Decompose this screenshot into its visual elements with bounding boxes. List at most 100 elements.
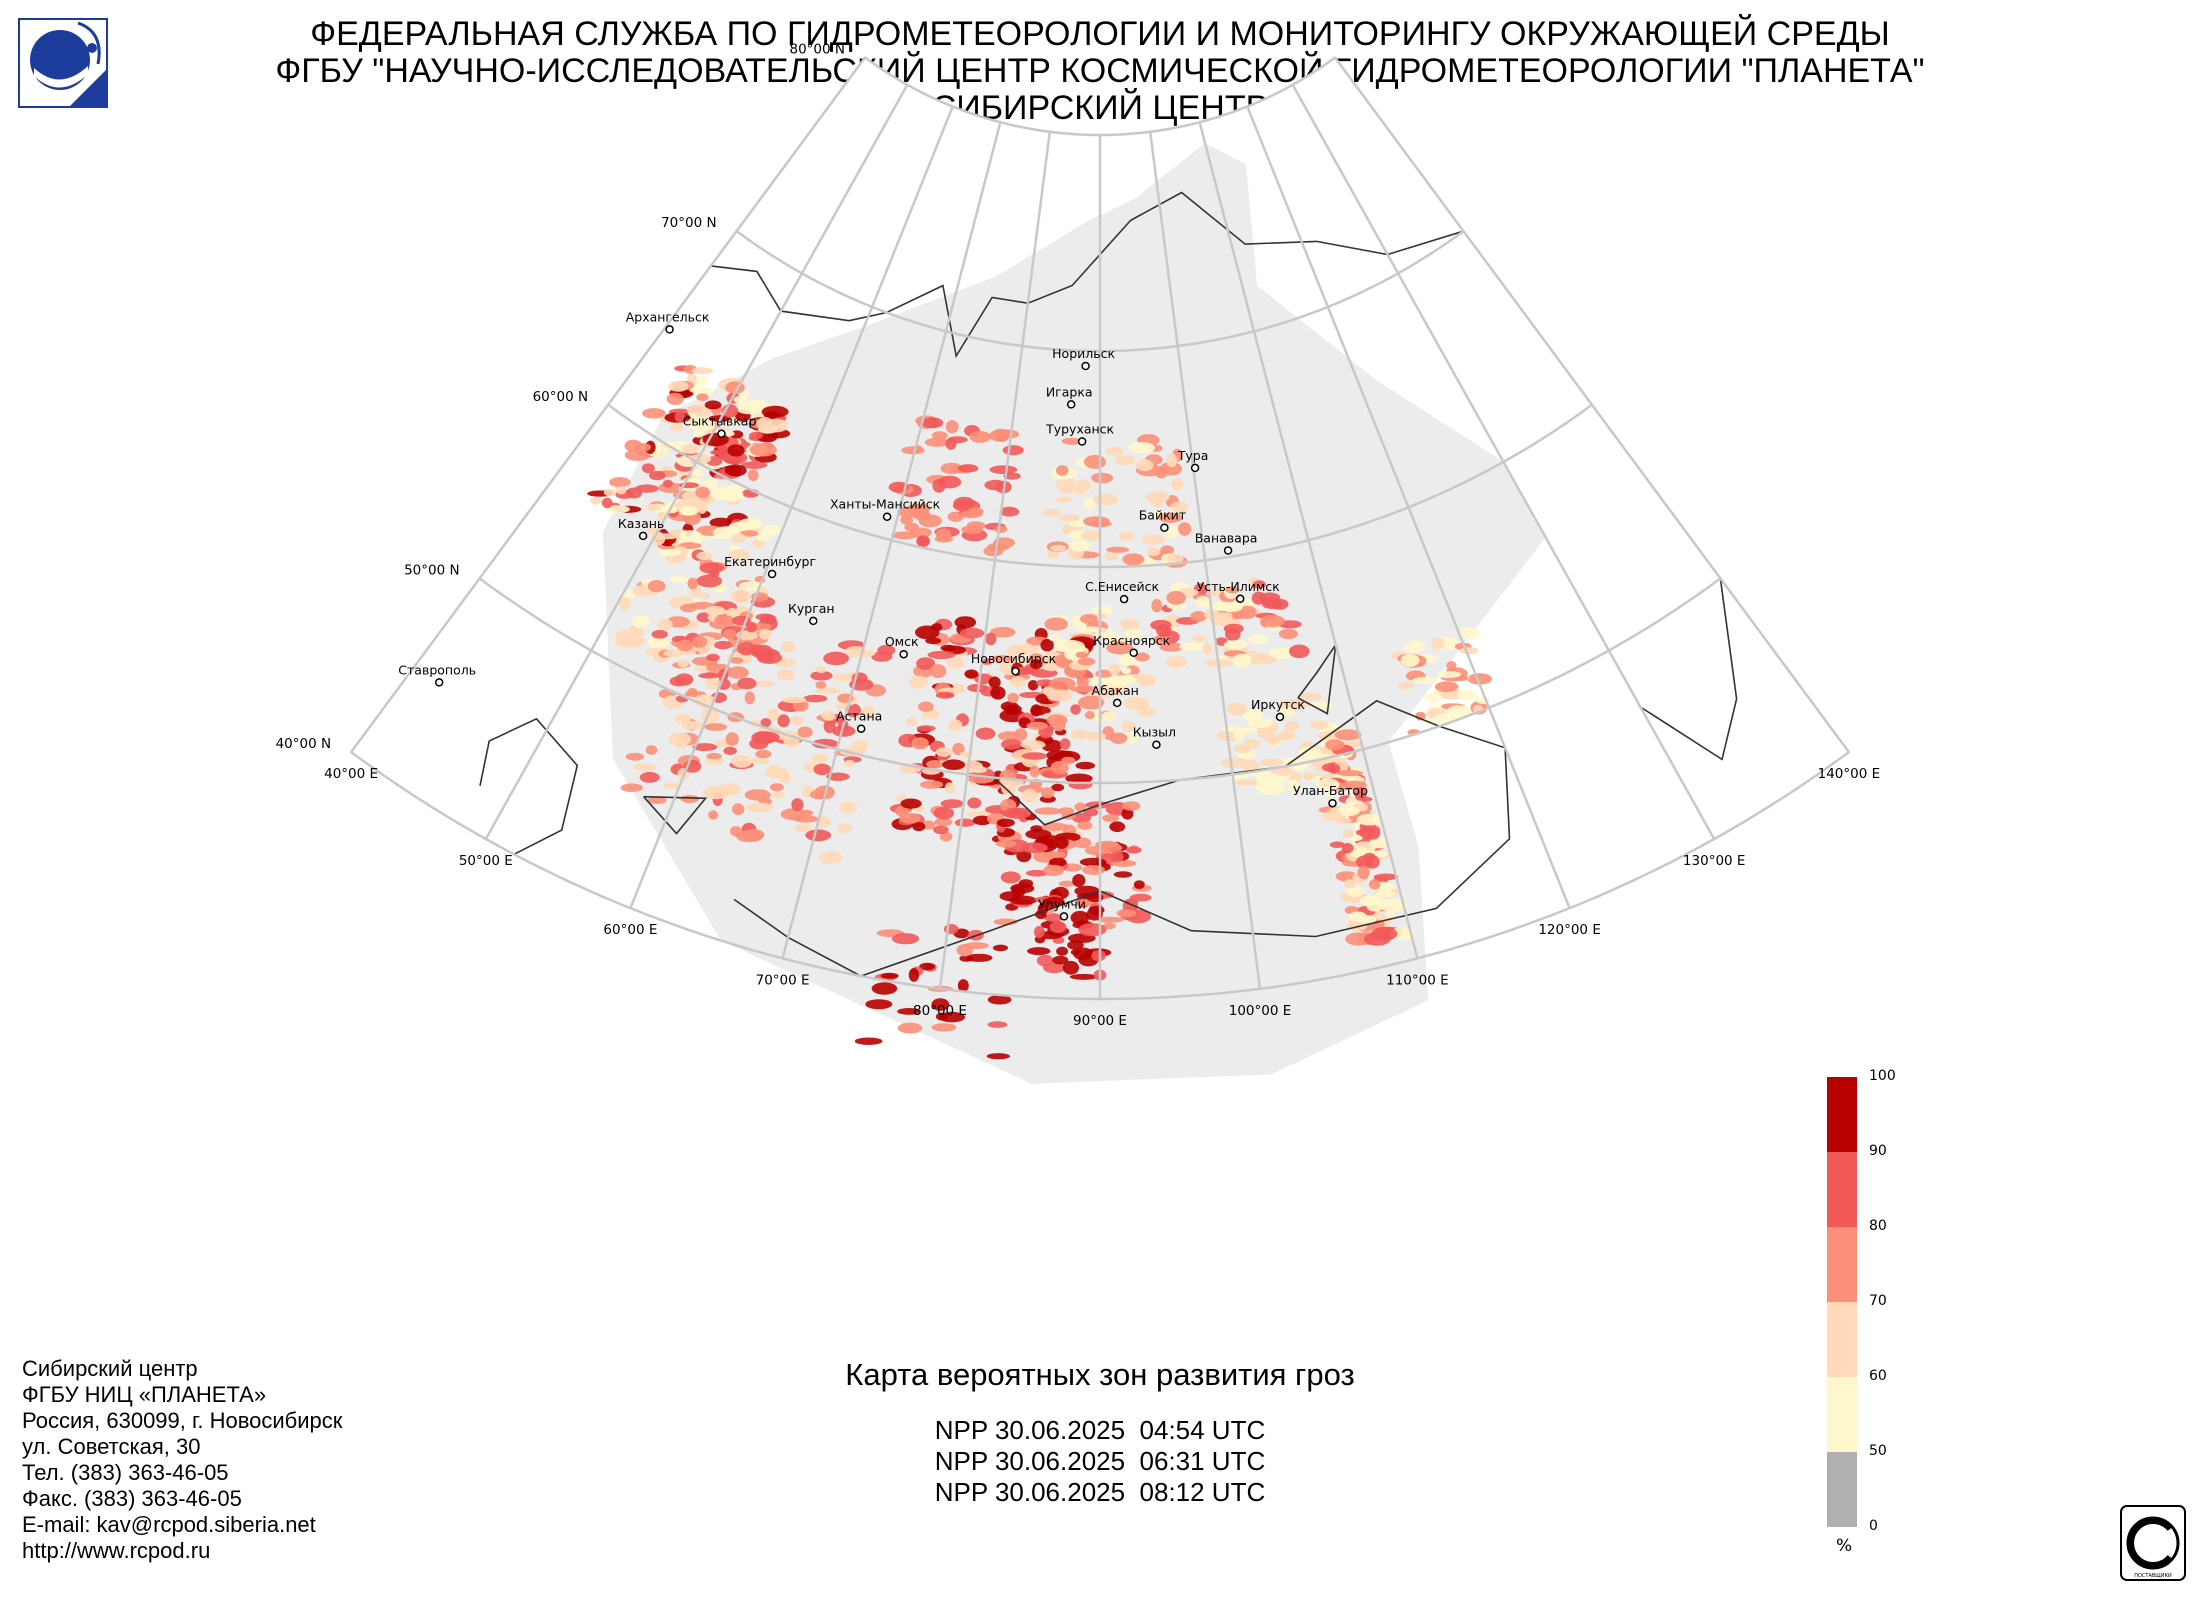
probability-cell bbox=[750, 758, 769, 765]
probability-cell bbox=[687, 688, 698, 696]
probability-cell bbox=[838, 801, 858, 814]
probability-cell bbox=[651, 629, 668, 639]
probability-cell bbox=[1078, 923, 1107, 937]
latitude-label: 40°00 N bbox=[276, 736, 332, 752]
probability-cell bbox=[837, 823, 853, 834]
probability-cell bbox=[1303, 771, 1314, 781]
probability-cell bbox=[1156, 624, 1172, 637]
probability-cell bbox=[1248, 717, 1273, 728]
probability-cell bbox=[729, 657, 744, 664]
probability-cell bbox=[1044, 913, 1063, 923]
city-label: Ставрополь bbox=[398, 662, 476, 677]
longitude-label: 120°00 E bbox=[1538, 922, 1601, 938]
probability-cell bbox=[1058, 880, 1075, 887]
colorbar-tick: 100 bbox=[1869, 1068, 1896, 1084]
city-dot bbox=[1190, 463, 1200, 473]
probability-cell bbox=[985, 632, 997, 646]
probability-cell bbox=[669, 676, 688, 687]
probability-cell bbox=[823, 719, 836, 734]
probability-cell bbox=[1025, 869, 1049, 877]
meridian-line bbox=[1246, 106, 1571, 909]
probability-cell bbox=[736, 402, 763, 415]
probability-cell bbox=[691, 367, 713, 375]
probability-cell bbox=[760, 718, 772, 728]
city-dot bbox=[434, 678, 444, 687]
probability-cell bbox=[619, 633, 643, 647]
probability-cell bbox=[761, 405, 789, 418]
probability-cell bbox=[768, 765, 780, 774]
probability-cell bbox=[1434, 681, 1459, 693]
satellite-coverage bbox=[602, 143, 1546, 1084]
probability-cell bbox=[669, 576, 689, 583]
city-dot bbox=[1235, 594, 1245, 604]
probability-cell bbox=[1116, 909, 1137, 918]
probability-cell bbox=[1121, 721, 1136, 733]
probability-cell bbox=[1064, 649, 1077, 660]
probability-cell bbox=[970, 766, 988, 774]
colorbar-tick: 70 bbox=[1869, 1293, 1887, 1309]
probability-cell bbox=[649, 470, 666, 481]
probability-cell bbox=[704, 400, 722, 410]
probability-cell bbox=[854, 1037, 883, 1045]
probability-cell bbox=[1091, 950, 1106, 962]
probability-cell bbox=[1093, 493, 1118, 506]
city-label: С.Енисейск bbox=[1085, 579, 1159, 594]
probability-cell bbox=[615, 486, 627, 495]
probability-cell bbox=[1310, 720, 1329, 730]
probability-cell bbox=[1085, 731, 1107, 741]
probability-cell bbox=[1102, 676, 1128, 688]
probability-cell bbox=[1062, 960, 1079, 975]
longitude-label: 70°00 E bbox=[756, 972, 810, 988]
city-marker: Ставрополь bbox=[398, 662, 476, 687]
probability-cell bbox=[1041, 739, 1063, 752]
probability-cell bbox=[1334, 729, 1362, 741]
probability-cell bbox=[706, 752, 722, 760]
probability-cell bbox=[1109, 732, 1128, 744]
probability-cell bbox=[1412, 676, 1439, 685]
probability-cell bbox=[1287, 779, 1300, 793]
probability-cell bbox=[959, 955, 974, 962]
probability-cell bbox=[1077, 821, 1093, 830]
probability-cell bbox=[1123, 731, 1139, 744]
probability-cell bbox=[761, 524, 781, 536]
city-marker: Курган bbox=[788, 601, 835, 626]
probability-cell bbox=[756, 651, 783, 665]
probability-cell bbox=[1016, 849, 1032, 863]
probability-cell bbox=[930, 664, 947, 679]
probability-cell bbox=[1223, 623, 1244, 634]
probability-cell bbox=[668, 380, 689, 392]
probability-cell bbox=[919, 962, 935, 971]
probability-cell bbox=[1000, 739, 1023, 750]
meridian-line bbox=[1291, 84, 1716, 840]
city-label: Ханты-Мансийск bbox=[830, 497, 941, 512]
probability-cell bbox=[677, 658, 689, 668]
probability-cell bbox=[777, 669, 795, 681]
probability-cell bbox=[1044, 617, 1068, 631]
email-link[interactable]: E-mail: kav@rcpod.siberia.net bbox=[22, 1512, 316, 1537]
probability-cell bbox=[624, 449, 651, 461]
probability-cell bbox=[823, 651, 849, 666]
probability-cell bbox=[680, 505, 698, 516]
probability-cell bbox=[986, 1053, 1010, 1060]
probability-cell bbox=[912, 822, 926, 832]
probability-cell bbox=[1094, 840, 1120, 848]
probability-cell bbox=[944, 782, 955, 794]
probability-cell bbox=[871, 651, 893, 662]
probability-cell bbox=[1014, 667, 1036, 674]
probability-cell bbox=[680, 795, 699, 803]
probability-cell bbox=[1335, 871, 1358, 882]
probability-cell bbox=[669, 423, 685, 432]
probability-cell bbox=[1055, 477, 1077, 491]
probability-cell bbox=[1179, 642, 1204, 651]
probability-cell bbox=[1431, 637, 1444, 650]
probability-cell bbox=[900, 798, 922, 809]
probability-cell bbox=[1385, 911, 1395, 919]
probability-cell bbox=[1073, 947, 1094, 960]
city-marker: Архангельск bbox=[626, 309, 710, 334]
probability-cell bbox=[692, 469, 704, 477]
website-link[interactable]: http://www.rcpod.ru bbox=[22, 1538, 211, 1563]
probability-cell bbox=[632, 614, 650, 629]
probability-cell bbox=[708, 810, 719, 820]
probability-cell bbox=[1075, 651, 1089, 659]
city-marker: Новосибирск bbox=[971, 651, 1057, 676]
